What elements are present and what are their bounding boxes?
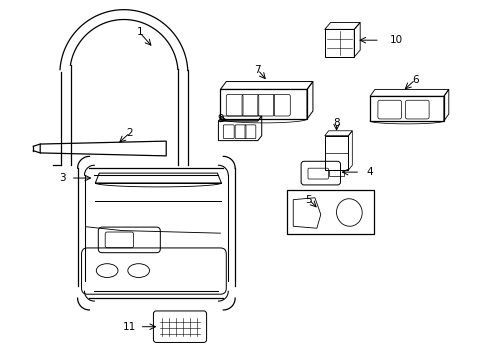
Text: 2: 2 bbox=[126, 128, 133, 138]
Text: 10: 10 bbox=[389, 35, 402, 45]
Text: 11: 11 bbox=[123, 322, 136, 332]
Text: 3: 3 bbox=[60, 173, 66, 183]
Text: 1: 1 bbox=[136, 27, 142, 37]
Text: 7: 7 bbox=[254, 65, 261, 75]
Text: 8: 8 bbox=[332, 118, 339, 128]
Text: 5: 5 bbox=[305, 195, 312, 205]
Text: 9: 9 bbox=[217, 114, 223, 124]
Bar bbox=[287, 190, 373, 234]
Text: 4: 4 bbox=[366, 167, 372, 177]
Text: 6: 6 bbox=[411, 75, 418, 85]
